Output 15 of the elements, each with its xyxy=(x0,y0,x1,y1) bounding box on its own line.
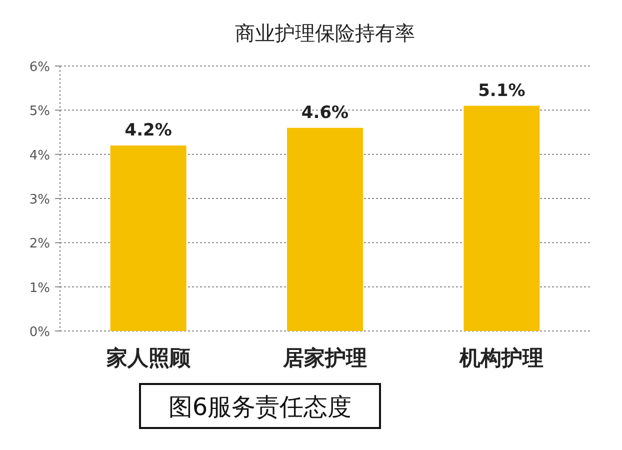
ytick: 4% xyxy=(29,148,50,164)
annotation: 图6服务责任态度 xyxy=(168,393,352,421)
data-label: 4.2% xyxy=(124,120,172,140)
data-label: 5.1% xyxy=(478,80,526,101)
xtick: 家人照顾 xyxy=(106,346,190,370)
xtick: 机构护理 xyxy=(460,346,544,370)
data-label: 4.6% xyxy=(301,102,349,123)
ytick: 0% xyxy=(29,325,50,340)
xtick: 居家护理 xyxy=(283,346,367,370)
ytick: 5% xyxy=(29,104,50,120)
ytick: 3% xyxy=(29,192,50,208)
ytick: 1% xyxy=(29,280,50,296)
ytick: 6% xyxy=(29,60,50,75)
ytick: 2% xyxy=(29,236,50,252)
title: 商业护理保险持有率 xyxy=(235,21,415,45)
